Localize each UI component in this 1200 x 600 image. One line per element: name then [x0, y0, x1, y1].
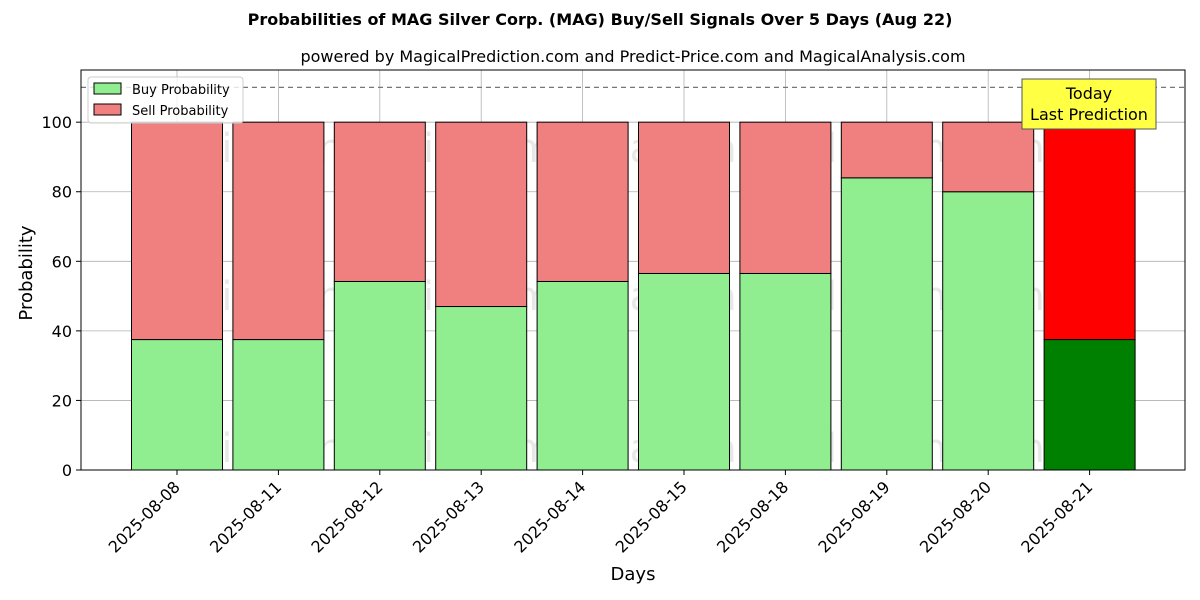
bars: [131, 121, 1136, 471]
chart-title: Probabilities of MAG Silver Corp. (MAG) …: [248, 10, 953, 29]
legend-sell-swatch: [93, 103, 122, 116]
y-tick-label: 100: [41, 113, 72, 132]
x-tick-label: 2025-08-20: [916, 477, 995, 556]
y-tick-label: 40: [52, 322, 72, 341]
legend-sell-label: Sell Probability: [132, 104, 229, 119]
sell-bar: [739, 121, 832, 274]
buy-bar: [333, 280, 426, 471]
x-tick-label: 2025-08-08: [105, 477, 184, 556]
buy-bar: [638, 272, 730, 471]
sell-bar: [942, 121, 1035, 193]
y-tick-label: 80: [52, 183, 72, 202]
buy-bar: [536, 280, 629, 471]
today-annotation: Today Last Prediction: [1021, 78, 1157, 130]
plot-frame: [80, 69, 1186, 471]
sell-bar: [131, 121, 223, 341]
sell-bar: [333, 121, 426, 282]
x-tick-label: 2025-08-14: [510, 477, 589, 556]
x-axis-label: Days: [611, 564, 656, 585]
buy-bar: [739, 272, 832, 471]
y-tick-label: 0: [62, 461, 72, 480]
sell-bar: [840, 121, 933, 179]
buy-bar: [942, 191, 1035, 471]
x-tick-label: 2025-08-19: [814, 477, 893, 556]
x-tick-label: 2025-08-12: [307, 477, 386, 556]
y-tick-label: 20: [52, 391, 72, 410]
sell-bar: [1043, 121, 1136, 341]
x-tick-label: 2025-08-18: [713, 477, 792, 556]
today-annotation-box: [1021, 78, 1157, 130]
legend-buy-label: Buy Probability: [132, 83, 230, 98]
y-tick-label: 60: [52, 252, 72, 271]
chart-subtitle: powered by MagicalPrediction.com and Pre…: [300, 47, 965, 66]
sell-bar: [435, 121, 528, 308]
x-tick-label: 2025-08-13: [409, 477, 488, 556]
legend-box: [87, 76, 244, 124]
legend-buy-swatch: [93, 82, 122, 95]
sell-bar: [638, 121, 730, 274]
legend: Buy Probability Sell Probability: [87, 76, 244, 124]
y-axis-label: Probability: [16, 225, 37, 320]
buy-bar: [232, 339, 325, 471]
buy-bar: [840, 177, 933, 471]
today-annotation-line2: Last Prediction: [1030, 105, 1148, 124]
buy-bar: [131, 339, 223, 471]
sell-bar: [232, 121, 325, 341]
x-tick-label: 2025-08-15: [612, 477, 691, 556]
buy-bar: [435, 306, 528, 471]
today-annotation-line1: Today: [1065, 84, 1112, 103]
x-tick-label: 2025-08-11: [206, 477, 285, 556]
sell-bar: [536, 121, 629, 282]
buy-bar: [1043, 339, 1136, 471]
x-tick-label: 2025-08-21: [1017, 477, 1096, 556]
